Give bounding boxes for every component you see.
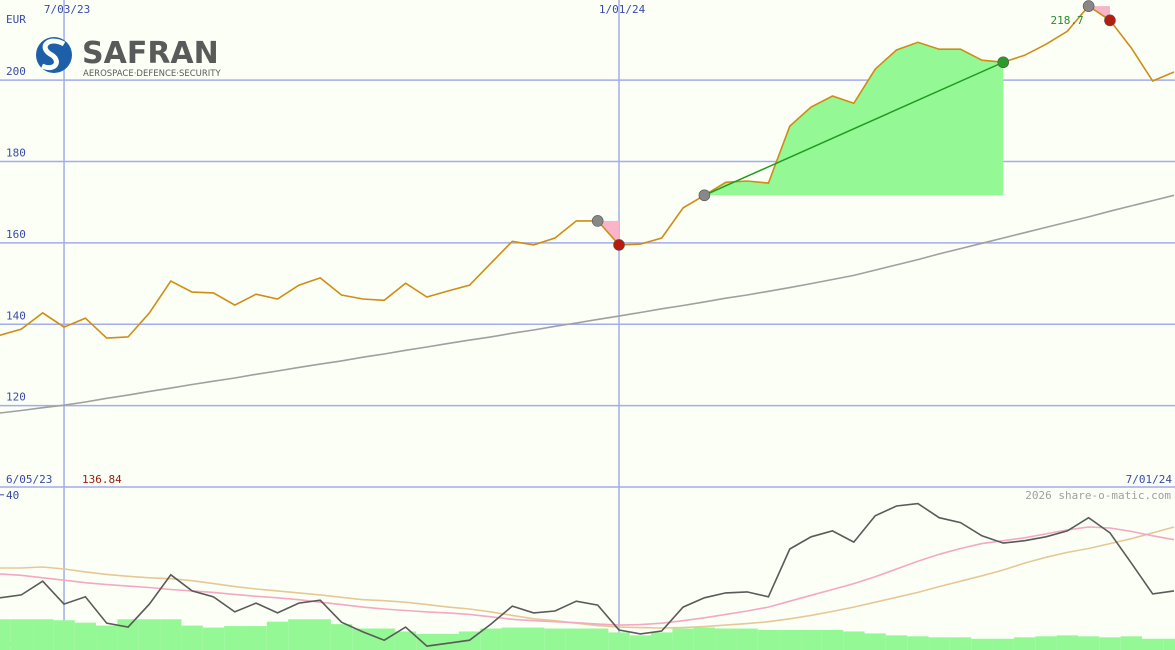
volume-bar xyxy=(757,629,780,650)
volume-bar xyxy=(1120,636,1142,650)
volume-bar xyxy=(480,628,502,650)
volume-bar xyxy=(202,627,225,650)
volume-bar xyxy=(330,624,353,650)
volume-bar xyxy=(800,629,822,650)
volume-bar xyxy=(587,628,609,650)
y-tick-label: 140 xyxy=(6,309,26,322)
gain-area xyxy=(704,42,1004,196)
volume-bar xyxy=(907,636,929,650)
volume-bar xyxy=(1077,636,1100,650)
start-value-label: 136.84 xyxy=(82,473,122,486)
y-tick-label: 180 xyxy=(6,147,26,160)
volume-bar xyxy=(416,633,438,650)
volume-bar xyxy=(779,629,801,650)
volume-bar xyxy=(10,619,33,650)
x-range-start: 6/05/23 xyxy=(6,473,52,486)
x-tick-label: 7/03/23 xyxy=(44,3,90,16)
y-tick-label: 120 xyxy=(6,391,26,404)
volume-bar xyxy=(544,628,566,650)
volume-bar xyxy=(1013,637,1036,650)
volume-bar xyxy=(32,619,54,650)
volume-bar xyxy=(117,619,139,650)
volume-bar xyxy=(437,633,459,650)
logo-name: SAFRAN xyxy=(82,36,219,71)
volume-bar xyxy=(949,637,972,650)
volume-bar xyxy=(608,632,630,650)
volume-bar xyxy=(992,638,1014,650)
signal-marker xyxy=(698,189,711,202)
volume-bar xyxy=(736,628,758,650)
y-tick-label: 200 xyxy=(6,65,26,78)
volume-bar xyxy=(96,625,118,650)
logo-swoosh xyxy=(41,38,66,70)
volume-bar xyxy=(394,631,417,650)
signal-marker xyxy=(997,56,1010,69)
volume-bar xyxy=(1141,638,1164,650)
volume-bar xyxy=(309,619,331,650)
volume-bar xyxy=(224,626,246,650)
y-tick-label: 40 xyxy=(6,489,19,502)
volume-bar xyxy=(74,622,97,650)
volume-bar xyxy=(1056,635,1078,650)
volume-bar xyxy=(288,619,310,650)
x-range-end: 7/01/24 xyxy=(1126,473,1173,486)
signal-marker xyxy=(613,239,625,251)
volume-bar xyxy=(1035,636,1057,650)
volume-bar xyxy=(138,619,161,650)
volume-bar xyxy=(53,620,75,650)
series-line xyxy=(0,502,1175,647)
signal-marker xyxy=(1104,14,1116,27)
volume-bar xyxy=(715,628,737,650)
volume-bar xyxy=(971,638,993,650)
series-line xyxy=(0,5,1175,339)
volume-bar xyxy=(693,627,716,650)
signal-marker xyxy=(591,215,604,227)
volume-bar xyxy=(181,625,203,650)
volume-bar xyxy=(565,628,587,650)
volume-bar xyxy=(501,627,523,650)
volume-bar xyxy=(821,629,844,650)
logo-tagline: AEROSPACE·DEFENCE·SECURITY xyxy=(83,69,222,79)
volume-bar xyxy=(651,632,673,650)
volume-bar xyxy=(885,635,908,650)
volume-bar xyxy=(928,637,950,650)
volume-bar xyxy=(0,619,11,650)
logo: SAFRAN AEROSPACE·DEFENCE·SECURITY xyxy=(36,36,222,79)
series-line xyxy=(0,526,1175,629)
volume-bar xyxy=(629,635,652,650)
watermark: 2026 share-o-matic.com xyxy=(1025,489,1171,502)
trade-line xyxy=(704,61,1004,196)
series-line xyxy=(0,194,1175,414)
y-tick-label: 160 xyxy=(6,228,26,241)
volume-bar xyxy=(522,627,545,650)
volume-bar xyxy=(160,619,182,650)
y-axis-label: EUR xyxy=(6,13,26,26)
volume-bar xyxy=(1099,637,1121,650)
volume-bar xyxy=(266,621,289,650)
volume-bar xyxy=(864,633,886,650)
x-tick-label: 1/01/24 xyxy=(599,3,646,16)
volume-bar xyxy=(843,631,865,650)
volume-bar xyxy=(245,626,267,650)
signal-marker xyxy=(1082,0,1095,12)
high-label: 218.7 xyxy=(1050,14,1083,27)
volume-bar xyxy=(672,628,694,650)
volume-bar xyxy=(1163,638,1175,650)
